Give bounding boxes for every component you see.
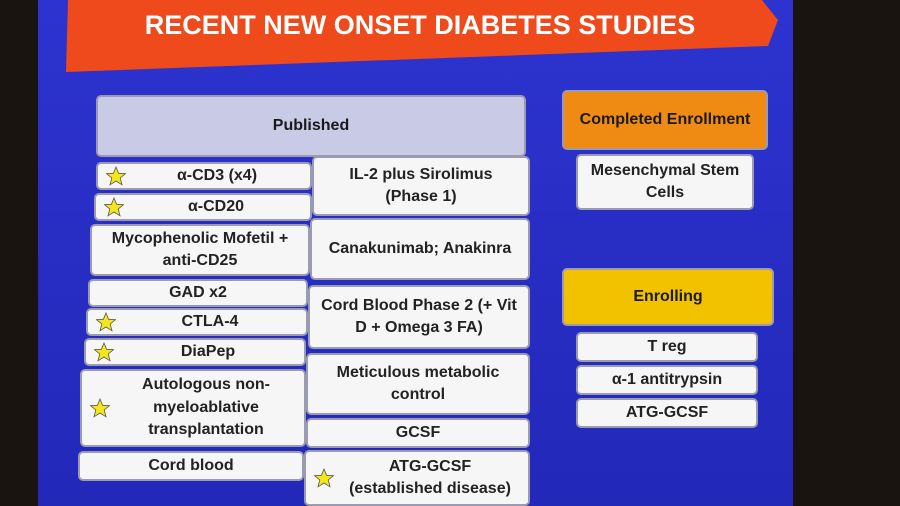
- study-box: α-CD3 (x4): [96, 162, 312, 190]
- box-label: Mesenchymal Stem Cells: [590, 161, 740, 201]
- published-heading: Published: [96, 95, 526, 157]
- study-box: Autologous non-myeloablative transplanta…: [80, 369, 306, 447]
- banner-shape: [66, 0, 778, 72]
- box-label: IL-2 plus Sirolimus (Phase 1): [349, 165, 493, 205]
- star-icon: [96, 312, 116, 332]
- box-label: Enrolling: [633, 287, 703, 305]
- box-label: CTLA-4: [181, 312, 239, 330]
- study-box: IL-2 plus Sirolimus (Phase 1): [312, 156, 530, 216]
- box-label: Cord Blood Phase 2 (+ Vit D + Omega 3 FA…: [321, 296, 517, 336]
- star-icon: [90, 398, 110, 418]
- study-box: GCSF: [306, 418, 530, 448]
- enrolling-heading: Enrolling: [562, 268, 774, 326]
- box-label: T reg: [647, 337, 687, 355]
- box-label: GCSF: [395, 423, 441, 441]
- box-label: α-CD20: [187, 197, 245, 215]
- box-label: GAD x2: [169, 283, 227, 301]
- study-box: Meticulous metabolic control: [306, 353, 530, 415]
- box-label: Completed Enrollment: [579, 110, 751, 128]
- box-label: ATG-GCSF: [625, 403, 709, 421]
- box-label: Canakunimab; Anakinra: [328, 239, 512, 257]
- box-label: Published: [272, 116, 350, 134]
- study-box: α-CD20: [94, 193, 312, 221]
- star-icon: [314, 468, 334, 488]
- study-box: DiaPep: [84, 338, 306, 366]
- study-box: Canakunimab; Anakinra: [310, 218, 530, 280]
- study-box: Mesenchymal Stem Cells: [576, 154, 754, 210]
- box-label: ATG-GCSF (established disease): [349, 457, 511, 497]
- star-icon: [94, 342, 114, 362]
- study-box: CTLA-4: [86, 308, 308, 336]
- box-label: α-CD3 (x4): [176, 166, 258, 184]
- study-box: T reg: [576, 332, 758, 362]
- box-label: DiaPep: [180, 342, 236, 360]
- box-label: Cord blood: [148, 456, 234, 474]
- star-icon: [106, 166, 126, 186]
- box-label: Mycophenolic Mofetil + anti-CD25: [111, 229, 289, 269]
- study-box: Cord blood: [78, 451, 304, 481]
- study-box: ATG-GCSF: [576, 398, 758, 428]
- study-box: Cord Blood Phase 2 (+ Vit D + Omega 3 FA…: [308, 285, 530, 349]
- completed-heading: Completed Enrollment: [562, 90, 768, 150]
- study-box: GAD x2: [88, 279, 308, 307]
- box-label: Meticulous metabolic control: [336, 363, 500, 403]
- study-box: α-1 antitrypsin: [576, 365, 758, 395]
- study-box: Mycophenolic Mofetil + anti-CD25: [90, 224, 310, 276]
- slide-title: RECENT NEW ONSET DIABETES STUDIES: [144, 10, 696, 40]
- box-label: Autologous non-myeloablative transplanta…: [142, 376, 270, 439]
- star-icon: [104, 197, 124, 217]
- box-label: α-1 antitrypsin: [611, 370, 723, 388]
- banner: [66, 0, 778, 72]
- study-box: ATG-GCSF (established disease): [304, 450, 530, 506]
